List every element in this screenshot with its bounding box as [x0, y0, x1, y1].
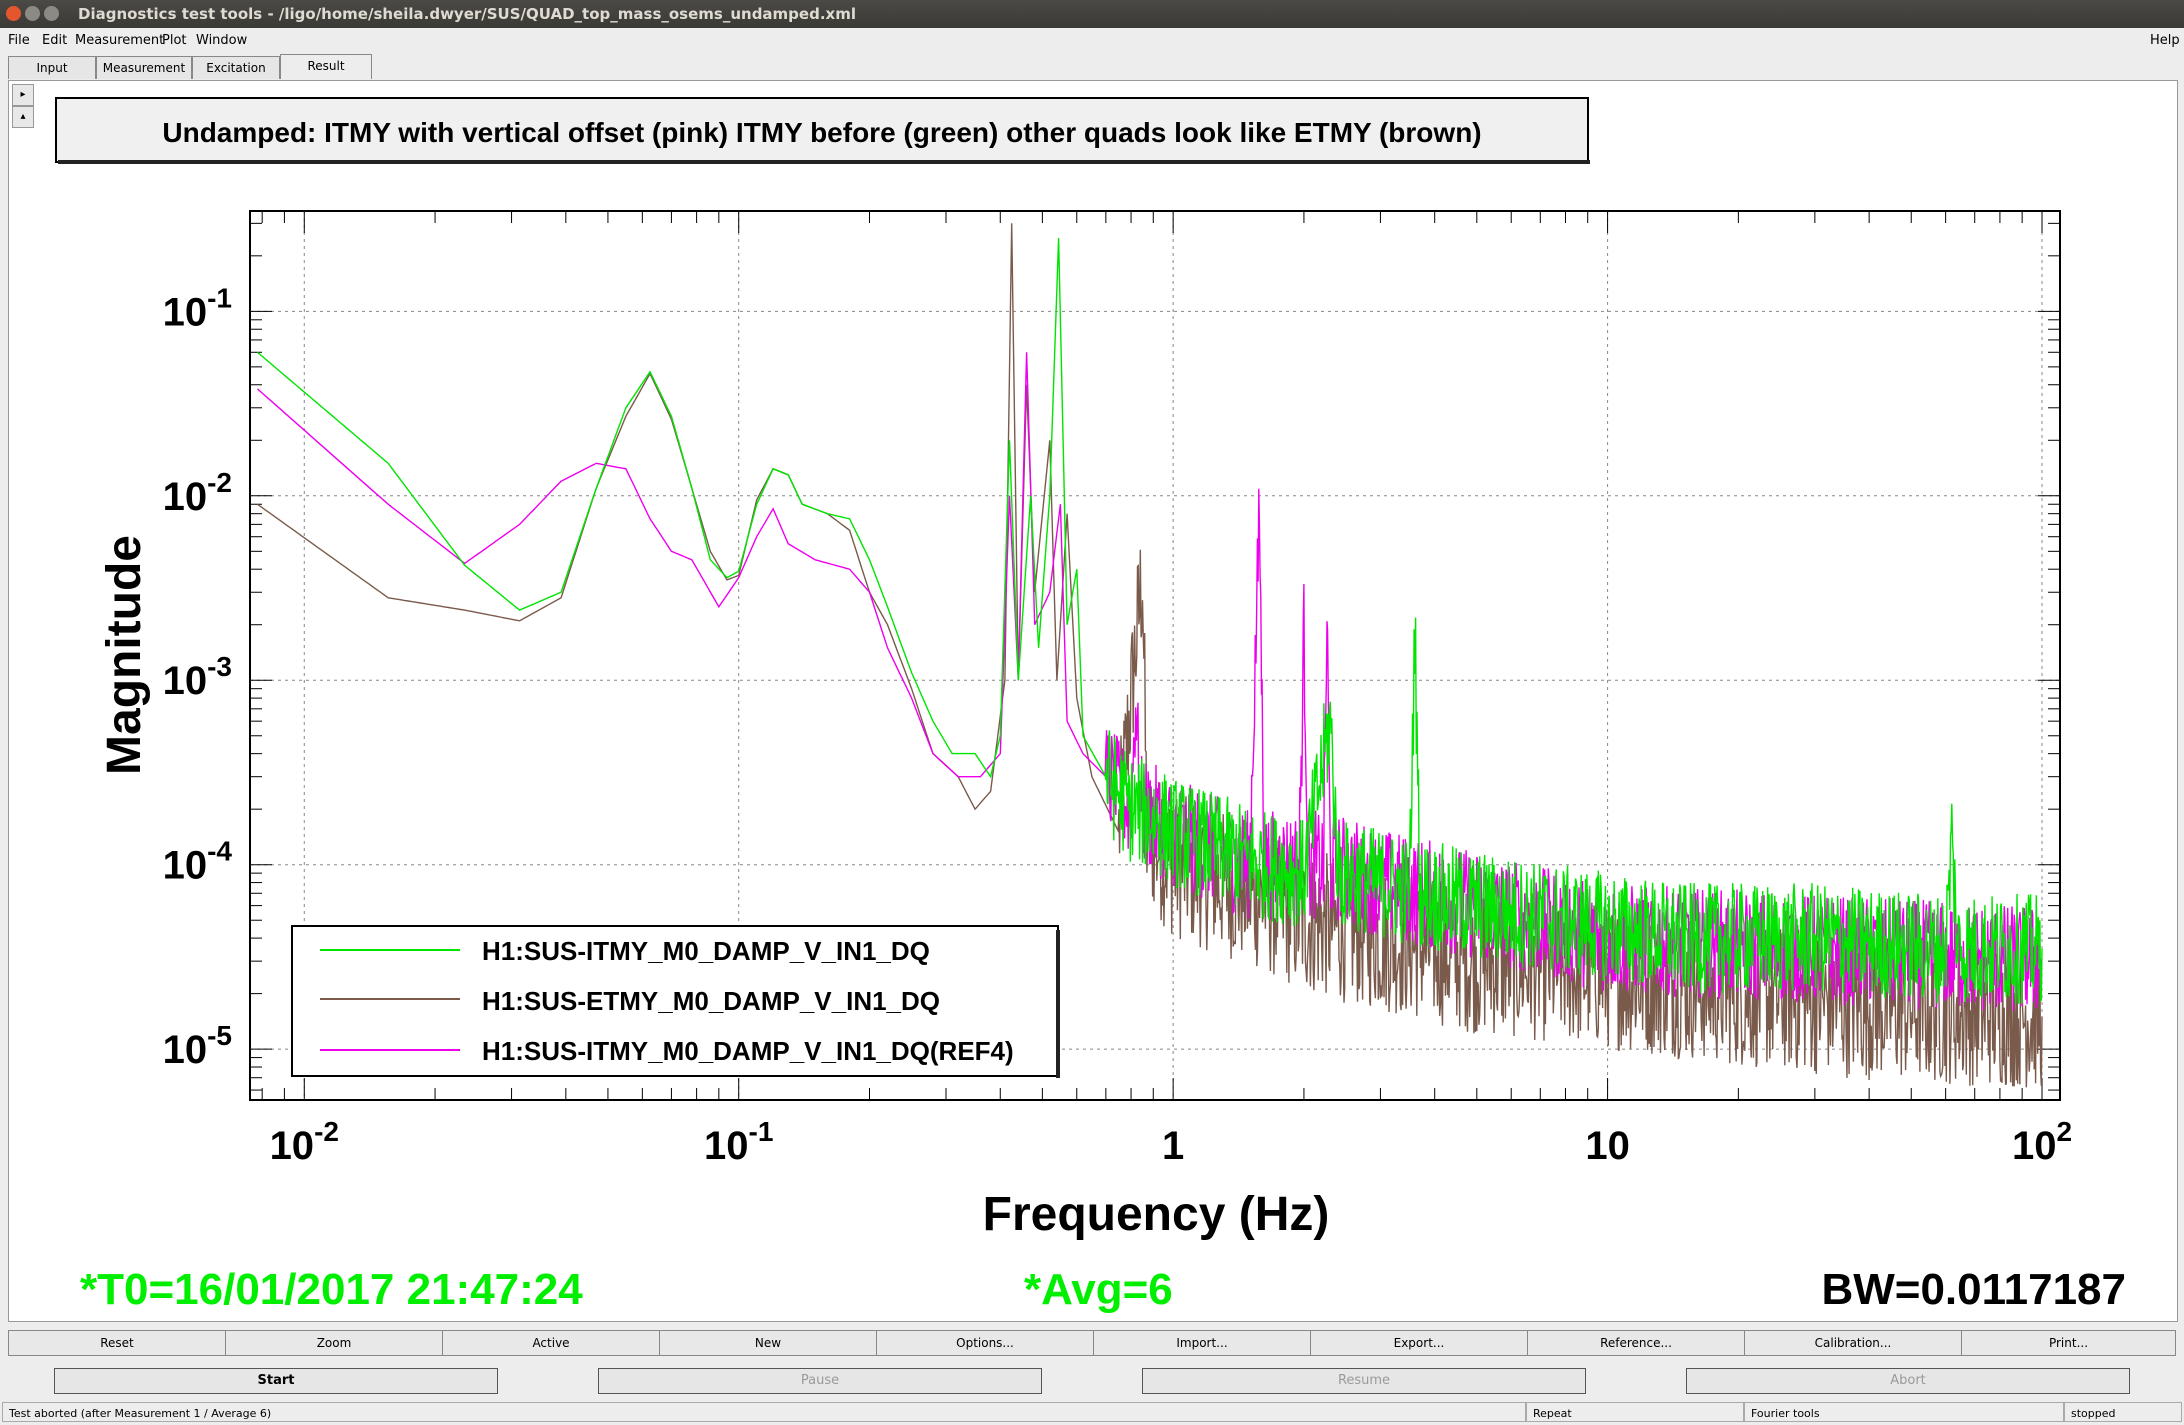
- window-title: Diagnostics test tools - /ligo/home/shei…: [78, 5, 856, 23]
- spectrum-plot[interactable]: Undamped: ITMY with vertical offset (pin…: [40, 84, 2172, 1320]
- y-tick-label-0: 10-1: [163, 282, 232, 334]
- abort-button[interactable]: Abort: [1686, 1368, 2130, 1394]
- grid-lines: [250, 211, 2060, 1100]
- print-button[interactable]: Print...: [1961, 1330, 2176, 1356]
- start-button[interactable]: Start: [54, 1368, 498, 1394]
- window-titlebar: Diagnostics test tools - /ligo/home/shei…: [0, 0, 2184, 28]
- menu-window[interactable]: Window: [196, 33, 248, 48]
- zoom-button[interactable]: Zoom: [225, 1330, 443, 1356]
- menu-help[interactable]: Help: [2150, 33, 2180, 48]
- tab-measurement[interactable]: Measurement: [96, 56, 192, 79]
- active-button[interactable]: Active: [442, 1330, 660, 1356]
- x-axis-label: Frequency (Hz): [983, 1188, 1330, 1241]
- legend-label-etmy: H1:SUS-ETMY_M0_DAMP_V_IN1_DQ: [482, 986, 940, 1016]
- status-message: Test aborted (after Measurement 1 / Aver…: [2, 1402, 1526, 1422]
- t0-info: *T0=16/01/2017 21:47:24: [80, 1265, 583, 1314]
- options-button[interactable]: Options...: [876, 1330, 1094, 1356]
- avg-info: *Avg=6: [1024, 1265, 1173, 1314]
- menu-measurement[interactable]: Measurement: [75, 33, 165, 48]
- tab-excitation[interactable]: Excitation: [192, 56, 280, 79]
- tab-input[interactable]: Input: [8, 56, 96, 79]
- close-window-button[interactable]: [6, 6, 21, 21]
- new-button[interactable]: New: [659, 1330, 877, 1356]
- status-bar: Test aborted (after Measurement 1 / Aver…: [0, 1402, 2184, 1425]
- legend-label-itmy-ref4: H1:SUS-ITMY_M0_DAMP_V_IN1_DQ(REF4): [482, 1036, 1014, 1066]
- series-line-0: [256, 237, 2043, 1004]
- maximize-window-button[interactable]: [44, 6, 59, 21]
- legend: H1:SUS-ITMY_M0_DAMP_V_IN1_DQ H1:SUS-ETMY…: [291, 925, 1060, 1078]
- plot-title-box: [55, 97, 1589, 163]
- arrow-up-icon[interactable]: ▴: [12, 106, 34, 128]
- resume-button[interactable]: Resume: [1142, 1368, 1586, 1394]
- menu-plot[interactable]: Plot: [162, 33, 187, 48]
- y-tick-label-4: 10-5: [163, 1020, 232, 1072]
- import-button[interactable]: Import...: [1093, 1330, 1311, 1356]
- reset-button[interactable]: Reset: [8, 1330, 226, 1356]
- x-tick-labels: 10-2 10-1 1 10 102: [270, 1116, 2072, 1168]
- plot-toolbar: Reset Zoom Active New Options... Import.…: [8, 1330, 2176, 1356]
- legend-label-itmy: H1:SUS-ITMY_M0_DAMP_V_IN1_DQ: [482, 936, 930, 966]
- calibration-button[interactable]: Calibration...: [1744, 1330, 1962, 1356]
- pause-button[interactable]: Pause: [598, 1368, 1042, 1394]
- title-box-shadow: [58, 160, 1590, 164]
- y-tick-label-2: 10-3: [163, 651, 232, 703]
- status-state: stopped: [2064, 1402, 2182, 1422]
- menu-file[interactable]: File: [8, 33, 30, 48]
- y-axis-label: Magnitude: [98, 535, 151, 775]
- reference-button[interactable]: Reference...: [1527, 1330, 1745, 1356]
- y-tick-label-1: 10-2: [163, 467, 232, 519]
- x-tick-label-2: 1: [1162, 1124, 1184, 1168]
- export-button[interactable]: Export...: [1310, 1330, 1528, 1356]
- bw-info: BW=0.0117187: [1821, 1265, 2126, 1314]
- x-tick-label-0: 10-2: [270, 1116, 339, 1168]
- x-tick-label-3: 10: [1585, 1124, 1630, 1168]
- plot-area[interactable]: Undamped: ITMY with vertical offset (pin…: [40, 84, 2172, 1320]
- status-repeat: Repeat: [1526, 1402, 1744, 1422]
- arrow-right-icon[interactable]: ▸: [12, 84, 34, 106]
- y-tick-labels: 10-1 10-2 10-3 10-4 10-5: [163, 282, 233, 1072]
- plot-title: Undamped: ITMY with vertical offset (pin…: [162, 117, 1481, 148]
- series-line-1: [256, 223, 2043, 1088]
- x-tick-label-1: 10-1: [704, 1116, 773, 1168]
- status-tools: Fourier tools: [1744, 1402, 2064, 1422]
- menu-edit[interactable]: Edit: [42, 33, 68, 48]
- tab-result[interactable]: Result: [280, 54, 372, 79]
- minor-ticks: [250, 211, 2060, 1100]
- series-group: [256, 223, 2043, 1088]
- menubar: File Edit Measurement Plot Window Help: [0, 28, 2184, 54]
- measurement-controls: Start Pause Resume Abort: [0, 1368, 2184, 1400]
- legend-shadow: [1056, 930, 1060, 1078]
- y-tick-label-3: 10-4: [163, 836, 233, 888]
- minimize-window-button[interactable]: [25, 6, 40, 21]
- x-tick-label-4: 102: [2012, 1116, 2072, 1168]
